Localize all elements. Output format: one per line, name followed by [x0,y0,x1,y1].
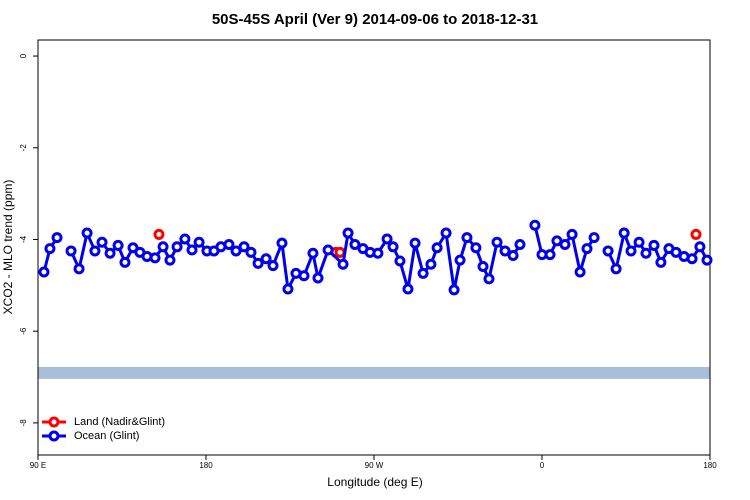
point [640,247,652,259]
point [267,260,279,272]
point [387,241,399,253]
x-tick-label: 180 [199,461,213,470]
point [686,253,698,265]
point [260,253,272,265]
y-tick-label: 0 [19,53,28,58]
point [312,272,324,284]
point [372,247,384,259]
point [149,252,161,264]
legend-label: Ocean (Glint) [74,430,139,442]
point [96,236,108,248]
point [514,239,526,251]
point [193,236,205,248]
point [491,236,503,248]
point [470,242,482,254]
point [440,227,452,239]
band [38,366,710,379]
x-tick-label: 180 [703,461,717,470]
point [65,245,77,257]
point [625,245,637,257]
point [282,283,294,295]
point [670,246,682,258]
point [230,245,242,257]
point [633,236,645,248]
point [655,256,667,268]
x-tick-label: 0 [540,461,545,470]
y-axis-label: XCO2 - MLO trend (ppm) [1,180,15,315]
point [171,241,183,253]
point [694,241,706,253]
point [417,267,429,279]
y-tick-label: -2 [19,144,28,152]
point [104,247,116,259]
point [307,247,319,259]
point [409,237,421,249]
legend-marker [48,430,60,442]
point [581,243,593,255]
point [38,266,50,278]
legend-label: Land (Nadir&Glint) [74,416,165,428]
point [119,256,131,268]
point [610,263,622,275]
point [566,228,578,240]
point [461,232,473,244]
point [342,227,354,239]
point [448,284,460,296]
point [298,270,310,282]
point [89,245,101,257]
y-tick-label: -6 [19,327,28,335]
point [431,242,443,254]
point [153,228,165,240]
point [245,246,257,258]
point [574,266,586,278]
point [337,258,349,270]
point [186,244,198,256]
point [349,239,361,251]
x-tick-label: 90 E [30,461,46,470]
point [252,257,264,269]
point [223,239,235,251]
point [648,239,660,251]
point [381,233,393,245]
point [179,233,191,245]
point [544,249,556,261]
point [701,254,713,266]
point [157,241,169,253]
y-tick-label: -8 [19,419,28,427]
point [690,228,702,240]
x-tick-label: 90 W [365,461,384,470]
point [51,232,63,244]
point [276,237,288,249]
point [334,246,346,258]
point [322,244,334,256]
point [164,254,176,266]
point [618,227,630,239]
point [454,254,466,266]
point [425,258,437,270]
point [529,219,541,231]
point [73,263,85,275]
point [588,232,600,244]
chart-title: 50S-45S April (Ver 9) 2014-09-06 to 2018… [212,11,538,28]
point [483,273,495,285]
point [238,241,250,253]
x-axis-label: Longitude (deg E) [327,475,422,489]
point [499,245,511,257]
point [44,243,56,255]
point [112,239,124,251]
point [394,255,406,267]
point [602,245,614,257]
point [402,283,414,295]
point [477,261,489,273]
point [507,250,519,262]
point [81,227,93,239]
point [559,239,571,251]
y-tick-label: -4 [19,235,28,243]
legend-marker [48,416,60,428]
